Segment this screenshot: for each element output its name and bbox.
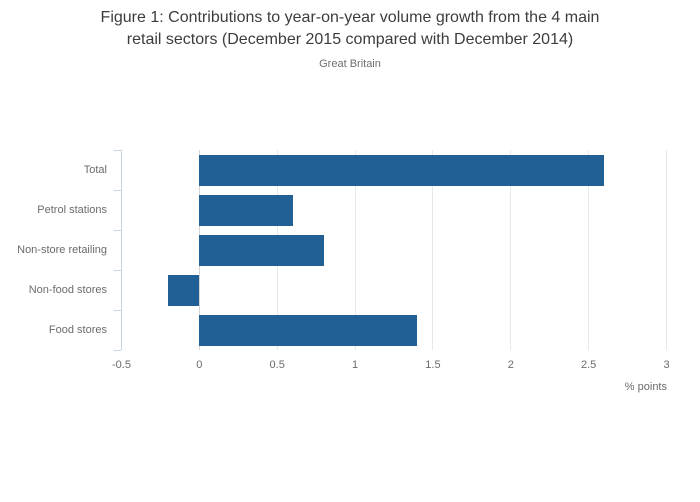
chart-title-line2: retail sectors (December 2015 compared w… — [126, 31, 574, 48]
category-label-food-stores: Food stores — [48, 324, 107, 336]
x-axis-label: % points — [624, 381, 667, 393]
chart-title-line1: Figure 1: Contributions to year-on-year … — [100, 9, 600, 26]
gridline-2 — [510, 150, 512, 350]
bar-total[interactable] — [199, 154, 605, 186]
x-tick-label--0.5: -0.5 — [112, 359, 131, 371]
category-label-non-store-retailing: Non-store retailing — [17, 244, 107, 256]
gridline-3 — [666, 150, 667, 350]
chart-subtitle: Great Britain — [319, 58, 381, 70]
x-tick-label-2.5: 2.5 — [580, 359, 597, 371]
y-axis-line — [120, 150, 122, 350]
x-tick-label-0: 0 — [196, 359, 203, 371]
gridline-1 — [354, 150, 356, 350]
x-tick-label-0.5: 0.5 — [269, 359, 285, 371]
category-label-non-food-stores: Non-food stores — [28, 284, 107, 296]
category-label-petrol-stations: Petrol stations — [37, 204, 107, 216]
x-tick-label-2: 2 — [507, 359, 514, 371]
y-axis-tick — [113, 190, 121, 191]
gridline-1.5 — [432, 150, 434, 350]
x-tick-label-1: 1 — [352, 359, 359, 371]
category-label-total: Total — [83, 164, 107, 176]
y-axis-tick — [113, 350, 121, 351]
chart-title: Figure 1: Contributions to year-on-year … — [0, 7, 700, 51]
x-tick-label-3: 3 — [663, 359, 670, 371]
y-axis-tick — [113, 230, 121, 231]
bar-non-store-retailing[interactable] — [199, 234, 324, 266]
bar-petrol-stations[interactable] — [199, 194, 293, 226]
bar-non-food-stores[interactable] — [168, 274, 200, 306]
y-axis-tick — [113, 150, 121, 151]
y-axis-tick — [113, 270, 121, 271]
x-tick-label-1.5: 1.5 — [425, 359, 441, 371]
y-axis-tick — [113, 310, 121, 311]
gridline-2.5 — [588, 150, 590, 350]
bar-food-stores[interactable] — [199, 314, 418, 346]
